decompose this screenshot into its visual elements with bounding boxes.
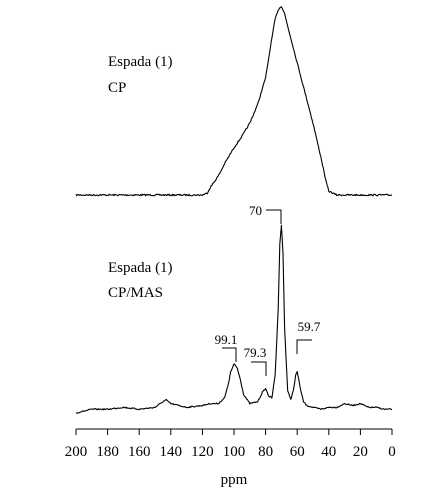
cpmas-technique-label: CP/MAS	[108, 285, 163, 301]
x-tick-label-100: 100	[223, 444, 246, 460]
peak-bracket-79	[251, 361, 267, 376]
x-axis: 200 180 160 140 120 100 80 60 40 20 0 ppm	[65, 428, 396, 488]
x-axis-ticks: 200 180 160 140 120 100 80 60 40 20 0	[65, 429, 396, 460]
cpmas-spectrum-panel: Espada (1) CP/MAS 70 99.1 79.3 59.7	[76, 203, 392, 414]
x-tick-label-140: 140	[160, 444, 183, 460]
x-tick-label-20: 20	[353, 444, 368, 460]
peak-annotation-99: 99.1	[215, 332, 238, 362]
cpmas-spectrum-line	[76, 224, 392, 414]
cp-technique-label: CP	[108, 80, 126, 96]
x-axis-label: ppm	[221, 472, 248, 488]
cpmas-sample-label: Espada (1)	[108, 260, 173, 276]
cp-sample-label: Espada (1)	[108, 54, 173, 70]
x-tick-label-40: 40	[321, 444, 336, 460]
cp-spectrum-line	[75, 6, 393, 197]
peak-label-99: 99.1	[215, 332, 238, 347]
peak-annotation-79: 79.3	[244, 345, 267, 376]
peak-label-59: 59.7	[298, 319, 321, 334]
peak-bracket-99	[222, 347, 237, 362]
peak-bracket-59	[296, 339, 312, 354]
x-tick-label-0: 0	[388, 444, 396, 460]
cp-spectrum-panel: Espada (1) CP	[75, 6, 393, 197]
x-tick-label-60: 60	[290, 444, 305, 460]
peak-label-70: 70	[249, 203, 262, 218]
x-tick-label-120: 120	[191, 444, 214, 460]
x-tick-label-200: 200	[65, 444, 88, 460]
peak-label-79: 79.3	[244, 345, 267, 360]
peak-annotation-59: 59.7	[296, 319, 321, 354]
x-tick-label-80: 80	[258, 444, 273, 460]
x-tick-label-160: 160	[128, 444, 151, 460]
peak-bracket-70	[266, 209, 282, 224]
peak-annotation-70: 70	[249, 203, 282, 224]
x-tick-label-180: 180	[96, 444, 119, 460]
